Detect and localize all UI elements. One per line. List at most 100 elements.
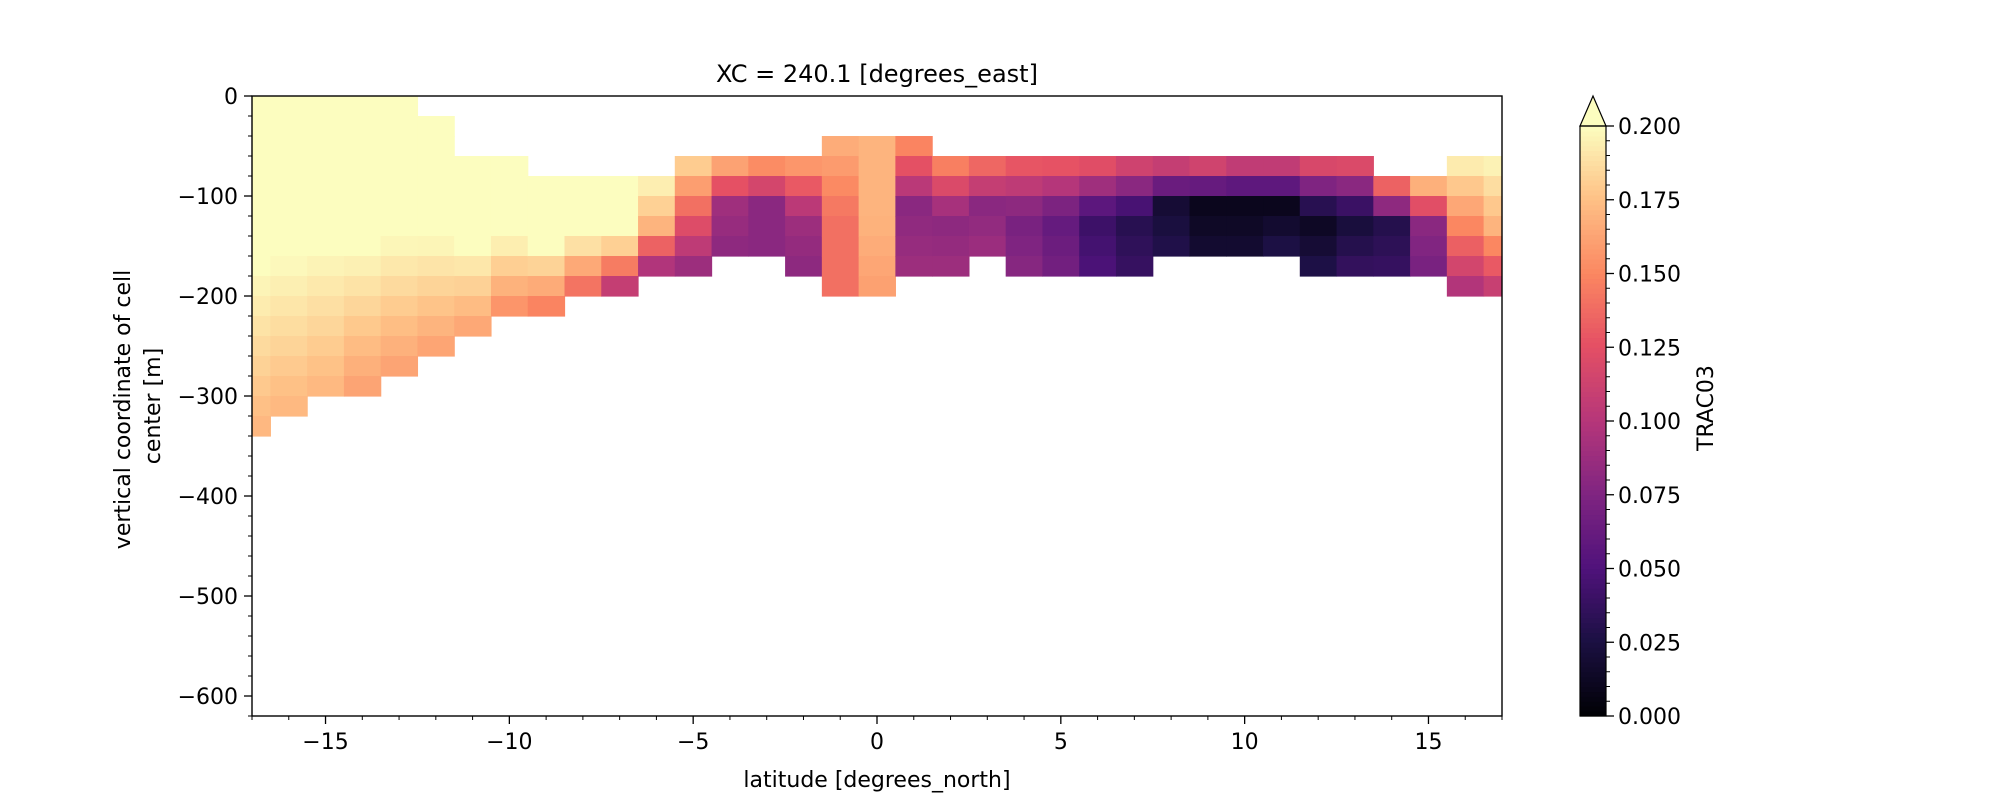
heatmap-cell [858,176,896,197]
heatmap-cell [895,156,933,177]
heatmap-cell [380,276,419,297]
colorbar-segment [1580,583,1606,589]
colorbar-segment [1580,357,1606,363]
heatmap-cell [417,136,455,157]
heatmap-cell [1410,176,1448,197]
heatmap-cell [527,236,566,257]
heatmap-cell [1226,216,1264,237]
colorbar-segment [1580,578,1606,584]
colorbar-segment [1580,514,1606,520]
colorbar-segment [1580,435,1606,442]
y-axis: 0 −100 −200 −300 −400 −500 −600 [178,85,252,717]
colorbar-segment [1580,701,1606,707]
heatmap-cell [1152,176,1191,197]
colorbar-segment [1580,706,1606,712]
heatmap-cell [1226,176,1264,197]
heatmap-cell [1483,156,1502,177]
heatmap-cell [1446,156,1485,177]
colorbar-segment [1580,475,1606,481]
x-tick-label: −10 [486,730,532,755]
colorbar-segment [1580,666,1606,673]
colorbar-segment [1580,199,1606,206]
heatmap-cell [674,196,713,217]
heatmap-cell [343,296,382,317]
heatmap-cell [858,256,896,277]
heatmap-cell [1042,216,1080,237]
heatmap-cell [564,196,602,217]
heatmap-cell [785,216,823,237]
colorbar-segment [1580,642,1606,648]
heatmap-cell [1299,176,1338,197]
colorbar-segment [1580,362,1606,368]
colorbar-segment [1580,288,1606,294]
heatmap-cell [1226,156,1264,177]
heatmap-cell [527,296,566,317]
heatmap-cell [417,336,455,357]
heatmap-cell [785,196,823,217]
heatmap-cell [270,396,308,417]
colorbar-segment [1580,126,1606,132]
heatmap-cell [674,176,713,197]
colorbar-segment [1580,563,1606,570]
heatmap-cell [270,196,308,217]
heatmap-cell [638,256,676,277]
heatmap-cell [932,156,970,177]
colorbar-segment [1580,612,1606,619]
heatmap-cell [252,336,271,357]
colorbar-segment [1580,519,1606,525]
heatmap-cell [564,236,602,257]
heatmap-cell [490,156,529,177]
heatmap-cell [1263,236,1301,257]
colorbar-tick-label: 0.175 [1618,189,1681,214]
heatmap-cell [380,216,419,237]
heatmap-cell [748,156,786,177]
colorbar-segment [1580,602,1606,609]
heatmap-cell [821,256,860,277]
heatmap-cell [1446,256,1485,277]
heatmap-cell [601,276,639,297]
heatmap-cell [307,176,345,197]
heatmap-cell [1226,236,1264,257]
heatmap-cell [1446,196,1485,217]
colorbar-segment [1580,170,1606,176]
colorbar-segment [1580,632,1606,638]
colorbar-segment [1580,175,1606,181]
colorbar-segment [1580,258,1606,265]
heatmap-cell [1152,216,1191,237]
heatmap-cell [252,396,271,417]
x-tick-label: 0 [870,730,884,755]
colorbar-segment [1580,401,1606,407]
heatmap-cell [748,176,786,197]
heatmap-cell [1263,176,1301,197]
heatmap-cell [307,276,345,297]
colorbar-segment [1580,607,1606,614]
heatmap-cell [1042,256,1080,277]
heatmap-cell [252,316,271,337]
colorbar-segment [1580,327,1606,334]
heatmap-cell [307,136,345,157]
heatmap-cell [821,196,860,217]
heatmap-cell [343,96,382,117]
heatmap-cell [1042,176,1080,197]
colorbar-segment [1580,135,1606,142]
heatmap-cell [343,356,382,377]
colorbar-segment [1580,307,1606,314]
heatmap-cell [270,236,308,257]
heatmap-cell [454,236,492,257]
heatmap-cell [1115,216,1154,237]
colorbar-segment [1580,298,1606,304]
colorbar-segment [1580,509,1606,516]
heatmap-cell [858,156,896,177]
colorbar-segment [1580,425,1606,432]
colorbar-tick-label: 0.150 [1618,263,1681,288]
colorbar-segment [1580,312,1606,319]
colorbar-segment [1580,332,1606,339]
heatmap-cell [1446,236,1485,257]
heatmap-cell [527,176,566,197]
heatmap-cell [527,256,566,277]
colorbar-segment [1580,686,1606,693]
heatmap-cell [343,316,382,337]
colorbar-segment [1580,637,1606,643]
heatmap-cell [1299,256,1338,277]
heatmap-cell [252,376,271,397]
